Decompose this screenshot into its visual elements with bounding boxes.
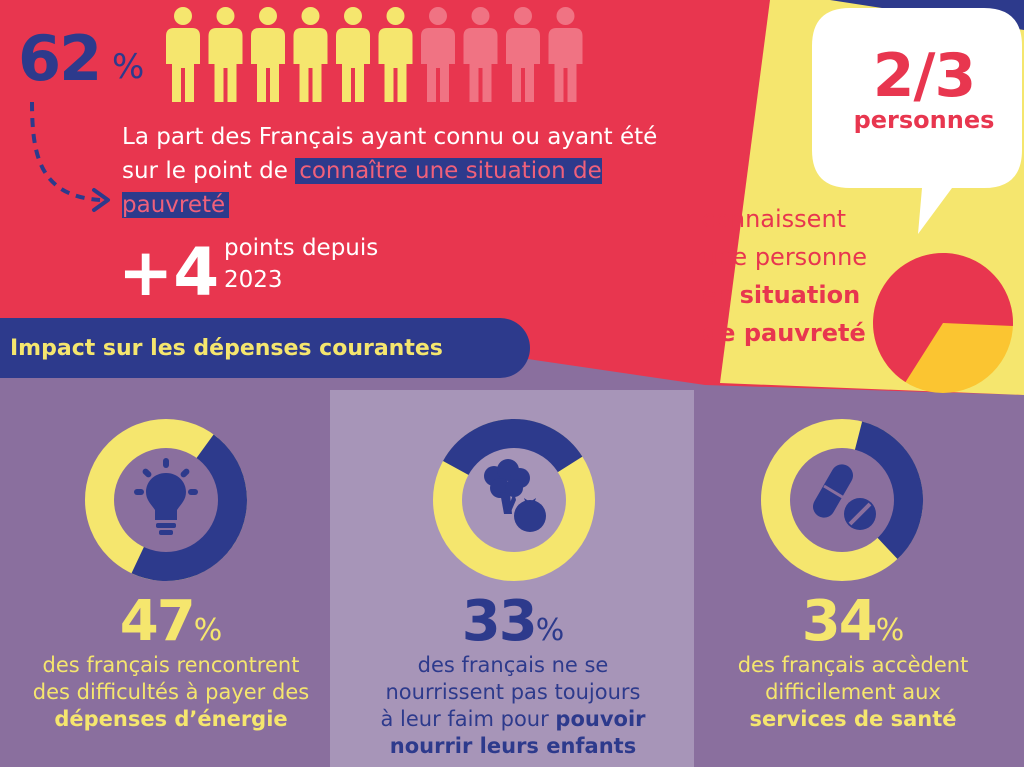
food-stat-line3: à leur faim pour pouvoir xyxy=(342,706,684,733)
person-icon-highlighted xyxy=(336,7,370,102)
energy-stat-percent: % xyxy=(193,613,223,648)
health-stat-number: 34 xyxy=(801,589,878,654)
bubble-description: connaissent une personne en situation de… xyxy=(702,200,942,352)
change-text-line2: 2023 xyxy=(224,267,283,293)
lightbulb-icon xyxy=(114,448,218,552)
energy-stat-description: des français rencontrent des difficultés… xyxy=(0,652,342,733)
bubble-text-line1: connaissent xyxy=(702,205,847,233)
food-donut-chart xyxy=(433,419,595,581)
energy-stat-bold: dépenses d’énergie xyxy=(54,707,288,731)
energy-stat-line3: dépenses d’énergie xyxy=(0,706,342,733)
person-icon-highlighted xyxy=(166,7,200,102)
person-icon xyxy=(506,7,540,102)
bubble-text-line2: une personne xyxy=(702,243,868,271)
food-stat-percent: % xyxy=(535,613,565,648)
energy-donut-share xyxy=(131,434,247,581)
bubble-text-line4: de pauvreté xyxy=(702,314,942,352)
people-pictogram xyxy=(166,7,583,102)
section-title: Impact sur les dépenses courantes xyxy=(10,336,443,361)
pie-slice-share xyxy=(873,253,1013,383)
health-stat-description: des français accèdent difficilement aux … xyxy=(682,652,1024,733)
health-stat-line2: difficilement aux xyxy=(765,680,941,704)
food-stat-number: 33 xyxy=(461,589,538,654)
pie-chart xyxy=(873,253,1013,393)
change-description: points depuis 2023 xyxy=(224,232,424,296)
dashed-arrow-icon xyxy=(30,101,110,212)
energy-stat-line1: des français rencontrent xyxy=(42,653,300,677)
person-icon-highlighted xyxy=(251,7,285,102)
food-stat-line2: nourrissent pas toujours xyxy=(385,680,641,704)
food-stat-line4: nourrir leurs enfants xyxy=(342,733,684,760)
bubble-text-line3-plain: en xyxy=(702,281,740,309)
energy-stat-line2: des difficultés à payer des xyxy=(32,680,310,704)
energy-stat-value: 47% xyxy=(0,594,342,650)
speech-bubble xyxy=(812,8,1022,234)
person-icon-highlighted xyxy=(293,7,328,102)
food-stat-description: des français ne se nourrissent pas toujo… xyxy=(342,652,684,760)
pills-icon xyxy=(790,448,894,552)
headline-text: La part des Français ayant connu ou ayan… xyxy=(122,124,658,184)
person-icon-highlighted xyxy=(378,7,413,102)
health-stat-bold: services de santé xyxy=(749,707,957,731)
food-stat-line3-bold: pouvoir xyxy=(555,707,646,731)
bubble-text-line3-bold: situation xyxy=(739,281,861,309)
energy-donut-chart xyxy=(85,419,247,581)
person-icon xyxy=(548,7,583,102)
bubble-text-line4-bold: de pauvreté xyxy=(702,319,866,347)
bubble-text-line3: en situation xyxy=(702,276,942,314)
food-stat-line1: des français ne se xyxy=(417,653,609,677)
headline-percent-sign: % xyxy=(112,47,145,87)
person-icon xyxy=(421,7,455,102)
health-donut-chart xyxy=(761,419,923,581)
headline-percentage: 62 xyxy=(18,22,102,95)
health-stat-percent: % xyxy=(875,613,905,648)
bubble-number: 2/3 xyxy=(872,41,976,111)
headline-description: La part des Français ayant connu ou ayan… xyxy=(122,120,662,222)
food-donut-share xyxy=(443,419,583,476)
vegetables-icon xyxy=(462,448,566,552)
food-stat-value: 33% xyxy=(342,594,684,650)
food-stat-line3-plain: à leur faim pour xyxy=(380,707,556,731)
person-icon xyxy=(463,7,498,102)
food-stat-bold: nourrir leurs enfants xyxy=(389,734,637,758)
health-stat-value: 34% xyxy=(682,594,1024,650)
change-text-line1: points depuis xyxy=(224,235,379,261)
person-icon-highlighted xyxy=(208,7,243,102)
health-stat-line1: des français accèdent xyxy=(737,653,969,677)
health-stat-line3: services de santé xyxy=(682,706,1024,733)
change-value: +4 xyxy=(118,234,220,311)
energy-stat-number: 47 xyxy=(119,589,196,654)
bubble-unit: personnes xyxy=(853,106,995,134)
health-donut-share xyxy=(854,421,923,560)
